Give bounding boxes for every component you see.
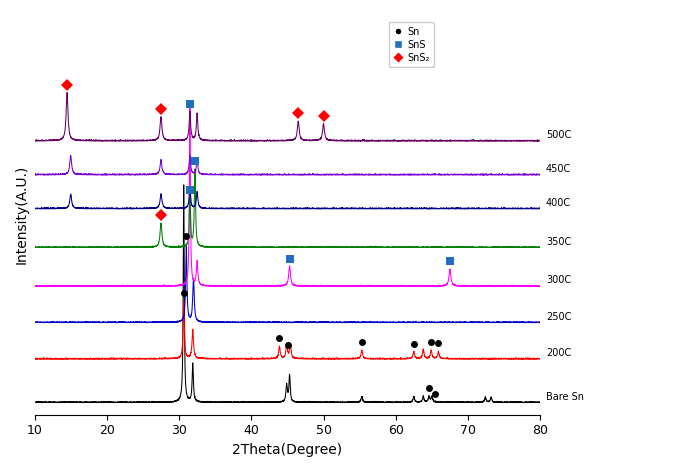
Legend: Sn, SnS, SnS₂: Sn, SnS, SnS₂ — [389, 22, 434, 67]
Text: Bare Sn: Bare Sn — [546, 392, 584, 402]
Text: 400C: 400C — [546, 198, 571, 208]
Text: 250C: 250C — [546, 312, 571, 322]
Text: 500C: 500C — [546, 130, 571, 140]
Text: 450C: 450C — [546, 164, 571, 174]
Text: 200C: 200C — [546, 348, 571, 358]
Text: 350C: 350C — [546, 236, 571, 246]
X-axis label: 2Theta(Degree): 2Theta(Degree) — [232, 443, 343, 457]
Text: 300C: 300C — [546, 275, 571, 286]
Y-axis label: Intensity(A.U.): Intensity(A.U.) — [15, 165, 29, 264]
